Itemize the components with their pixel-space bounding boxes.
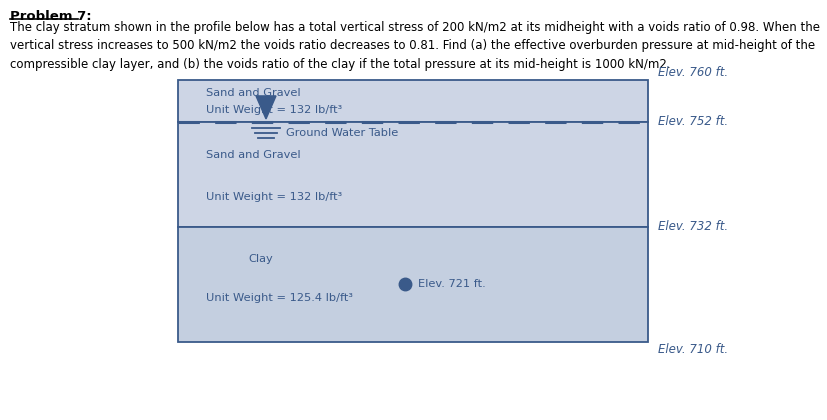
Text: Elev. 721 ft.: Elev. 721 ft.	[418, 279, 485, 289]
Text: Elev. 752 ft.: Elev. 752 ft.	[657, 116, 727, 129]
Text: Clay: Clay	[248, 254, 272, 264]
Text: Problem 7:: Problem 7:	[10, 10, 92, 23]
Text: Sand and Gravel: Sand and Gravel	[206, 89, 300, 98]
Text: Ground Water Table: Ground Water Table	[285, 128, 398, 138]
Text: Sand and Gravel: Sand and Gravel	[206, 150, 300, 160]
Text: Unit Weight = 132 lb/ft³: Unit Weight = 132 lb/ft³	[206, 192, 342, 202]
Text: Unit Weight = 132 lb/ft³: Unit Weight = 132 lb/ft³	[206, 105, 342, 115]
Text: Elev. 760 ft.: Elev. 760 ft.	[657, 66, 727, 79]
Bar	[178, 227, 648, 342]
Text: Unit Weight = 125.4 lb/ft³: Unit Weight = 125.4 lb/ft³	[206, 293, 352, 303]
Polygon shape	[256, 96, 275, 119]
Text: Elev. 710 ft.: Elev. 710 ft.	[657, 343, 727, 356]
Text: The clay stratum shown in the profile below has a total vertical stress of 200 k: The clay stratum shown in the profile be…	[10, 21, 819, 71]
Text: Elev. 732 ft.: Elev. 732 ft.	[657, 220, 727, 233]
Bar	[178, 122, 648, 227]
Bar	[178, 80, 648, 122]
